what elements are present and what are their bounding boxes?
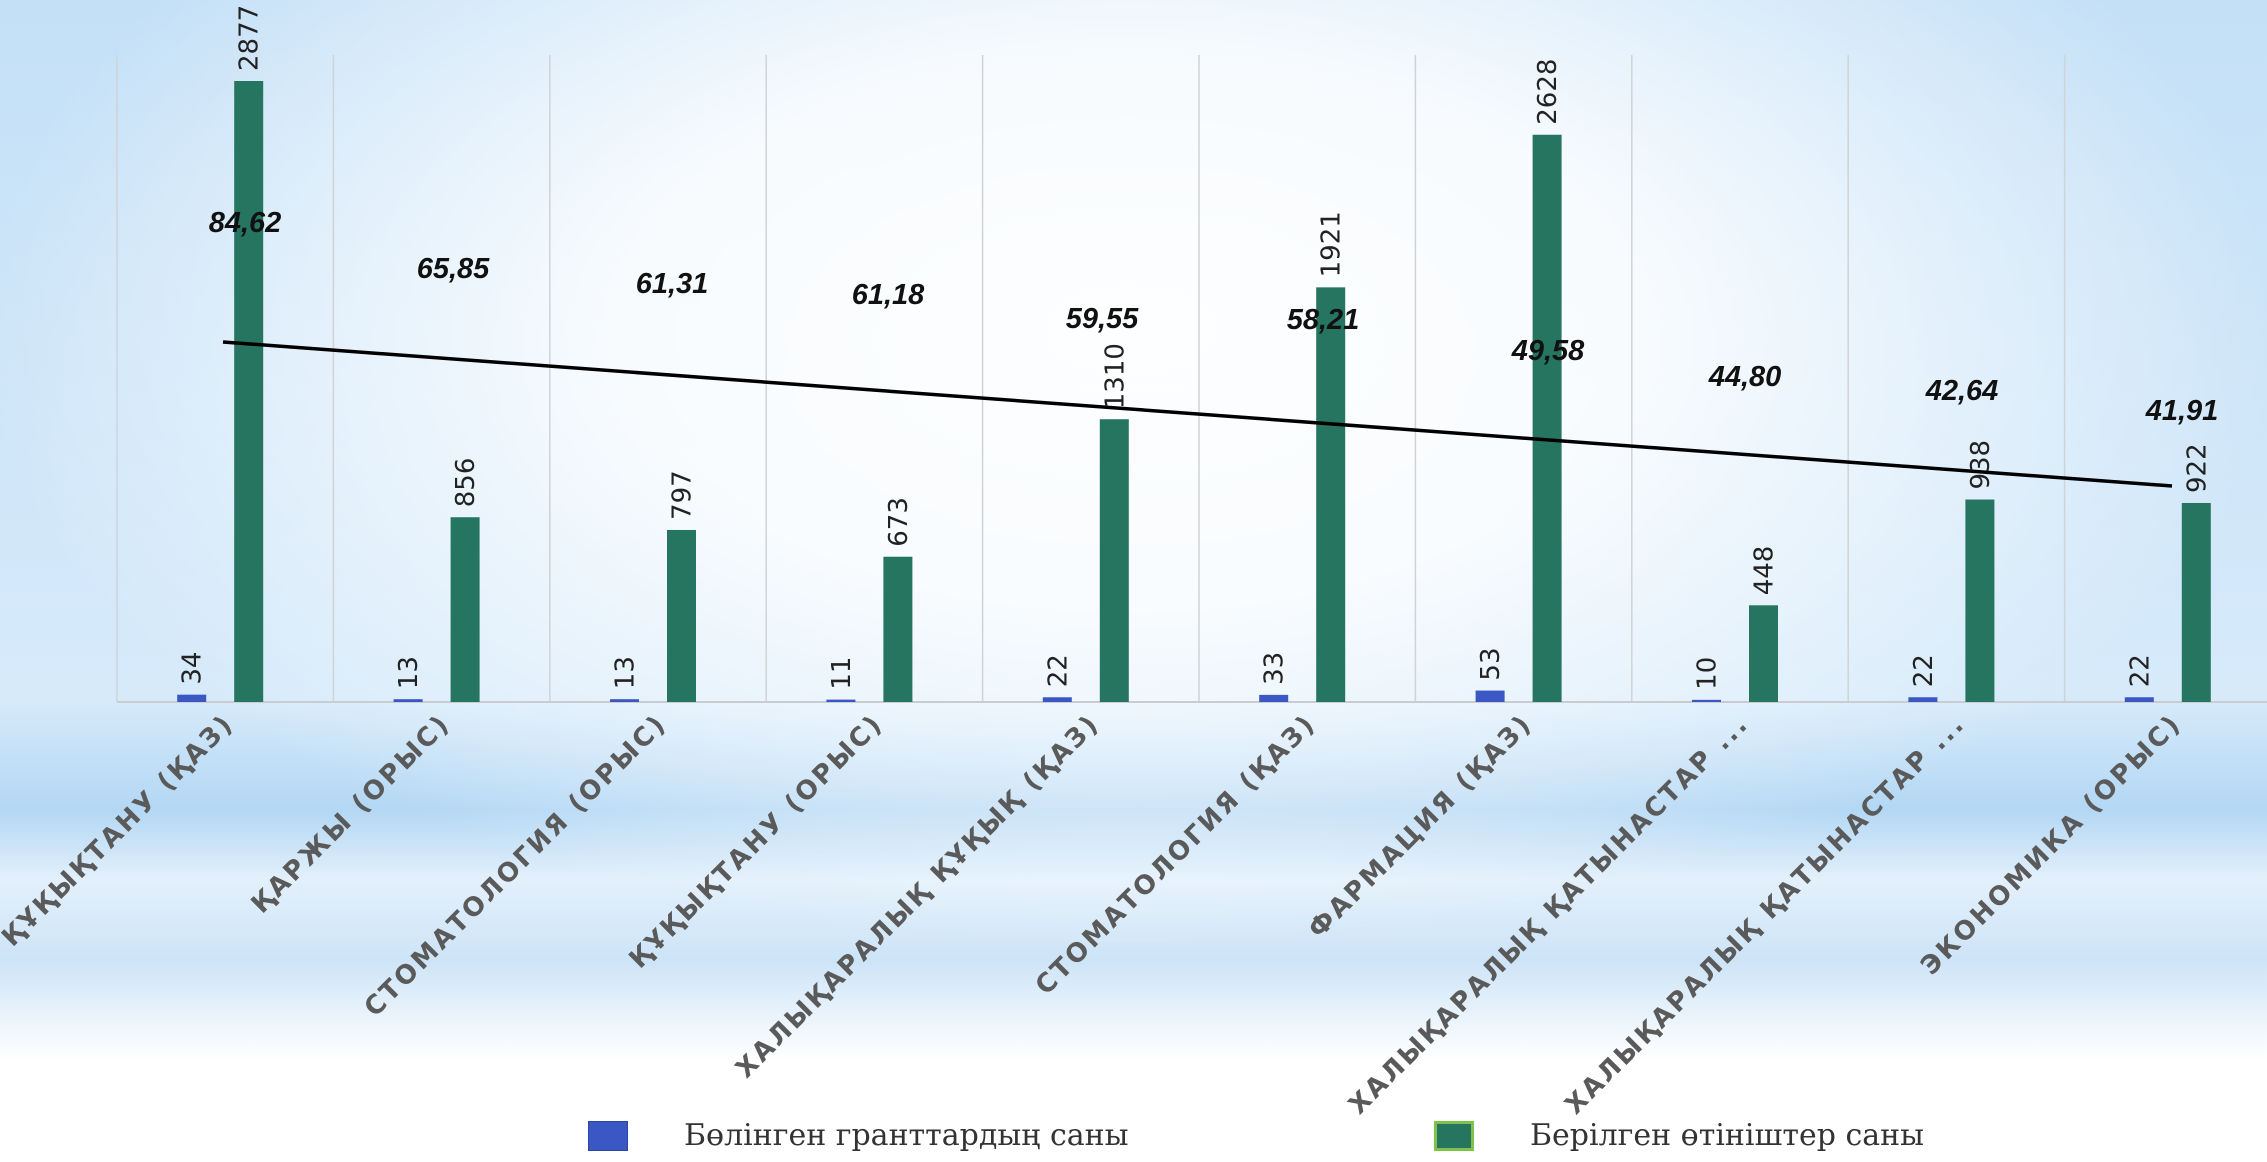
grant-bar <box>1042 697 1072 702</box>
application-bar <box>450 517 480 702</box>
value-label: 22 <box>1909 654 1939 687</box>
value-label: 53 <box>1476 647 1506 680</box>
legend-label-applications: Берілген өтініштер саны <box>1530 1118 1925 1153</box>
value-label: 448 <box>1750 546 1780 596</box>
value-label: 2877 <box>235 5 265 71</box>
application-bar <box>234 81 264 702</box>
grant-bar <box>610 699 639 702</box>
ratio-label: 61,18 <box>852 279 925 311</box>
value-label: 922 <box>2182 443 2212 493</box>
grant-bar <box>1259 694 1289 702</box>
application-bar <box>1749 605 1778 702</box>
grant-bar <box>1908 697 1938 702</box>
value-label: 11 <box>827 657 857 690</box>
category-label: ХАЛЫҚАРАЛЫҚ ҚАТЫНАСТАР ... <box>1343 709 1755 1121</box>
ratio-label: 44,80 <box>1708 361 1782 393</box>
grant-bar <box>393 699 423 702</box>
application-bar <box>1965 499 1995 702</box>
value-label: 2628 <box>1533 59 1563 125</box>
value-label: 13 <box>394 656 424 689</box>
ratio-label: 59,55 <box>1066 303 1139 335</box>
value-label: 1310 <box>1100 343 1130 409</box>
trendline <box>222 340 2173 488</box>
ratio-label: 84,62 <box>209 207 282 239</box>
value-label: 13 <box>611 656 641 689</box>
legend-label-grants: Бөлінген гранттардың саны <box>684 1118 1129 1153</box>
category-label: ҚҰҚЫҚТАНУ (ОРЫС) <box>624 709 890 975</box>
ratio-labels: 84,62 65,85 61,31 61,18 59,55 58,21 49,58 44,80… <box>209 207 2219 427</box>
legend-item-applications: Берілген өтініштер саны <box>1434 1118 1924 1153</box>
value-label: 34 <box>178 652 208 685</box>
value-label: 33 <box>1260 652 1290 685</box>
value-label: 1921 <box>1317 211 1347 277</box>
value-label: 10 <box>1693 657 1723 690</box>
application-bar <box>1316 287 1346 702</box>
grant-bar <box>2124 697 2154 702</box>
grant-bar <box>826 699 856 702</box>
category-label: ХАЛЫҚАРАЛЫҚ ҚҰҚЫҚ (ҚАЗ) <box>730 709 1106 1085</box>
application-bar <box>667 529 696 702</box>
value-label: 856 <box>451 458 481 508</box>
bars <box>177 81 2211 703</box>
category-label: ХАЛЫҚАРАЛЫҚ ҚАТЫНАСТАР ... <box>1560 709 1972 1121</box>
value-label: 797 <box>668 470 698 520</box>
category-label: ФАРМАЦИЯ (ҚАЗ) <box>1303 709 1539 945</box>
ratio-label: 65,85 <box>417 253 490 285</box>
value-label: 22 <box>2125 654 2155 687</box>
category-label: ҚАРЖЫ (ОРЫС) <box>246 709 457 920</box>
application-bar <box>883 556 913 702</box>
grant-bar <box>177 694 207 702</box>
category-label: ҚҰҚЫҚТАНУ (ҚАЗ) <box>0 709 240 953</box>
application-bar <box>1099 419 1129 702</box>
legend-swatch-grants <box>588 1120 628 1151</box>
legend-item-grants: Бөлінген гранттардың саны <box>588 1118 1129 1153</box>
ratio-label: 41,91 <box>2145 395 2219 427</box>
value-label: 22 <box>1043 654 1073 687</box>
trend-line <box>222 340 2173 488</box>
grant-bar <box>1475 690 1505 702</box>
value-label: 673 <box>884 497 914 547</box>
application-bar <box>1532 134 1562 703</box>
application-bar <box>2181 502 2211 702</box>
ratio-label: 58,21 <box>1287 304 1360 336</box>
value-label: 938 <box>1966 440 1996 490</box>
ratio-label: 61,31 <box>636 268 709 300</box>
grant-bar <box>1692 699 1721 702</box>
category-label: ЭКОНОМИКА (ОРЫС) <box>1915 709 2187 981</box>
ratio-label: 42,64 <box>1925 375 1999 407</box>
value-labels: 34 13 13 11 22 33 53 10 22 22 2877 856 797 673 1310 192… <box>178 5 2213 690</box>
ratio-label: 49,58 <box>1511 335 1585 367</box>
category-labels: ҚҰҚЫҚТАНУ (ҚАЗ) ҚАРЖЫ (ОРЫС)СТОМАТОЛОГИЯ … <box>0 709 2188 1121</box>
legend-swatch-applications <box>1434 1120 1474 1151</box>
